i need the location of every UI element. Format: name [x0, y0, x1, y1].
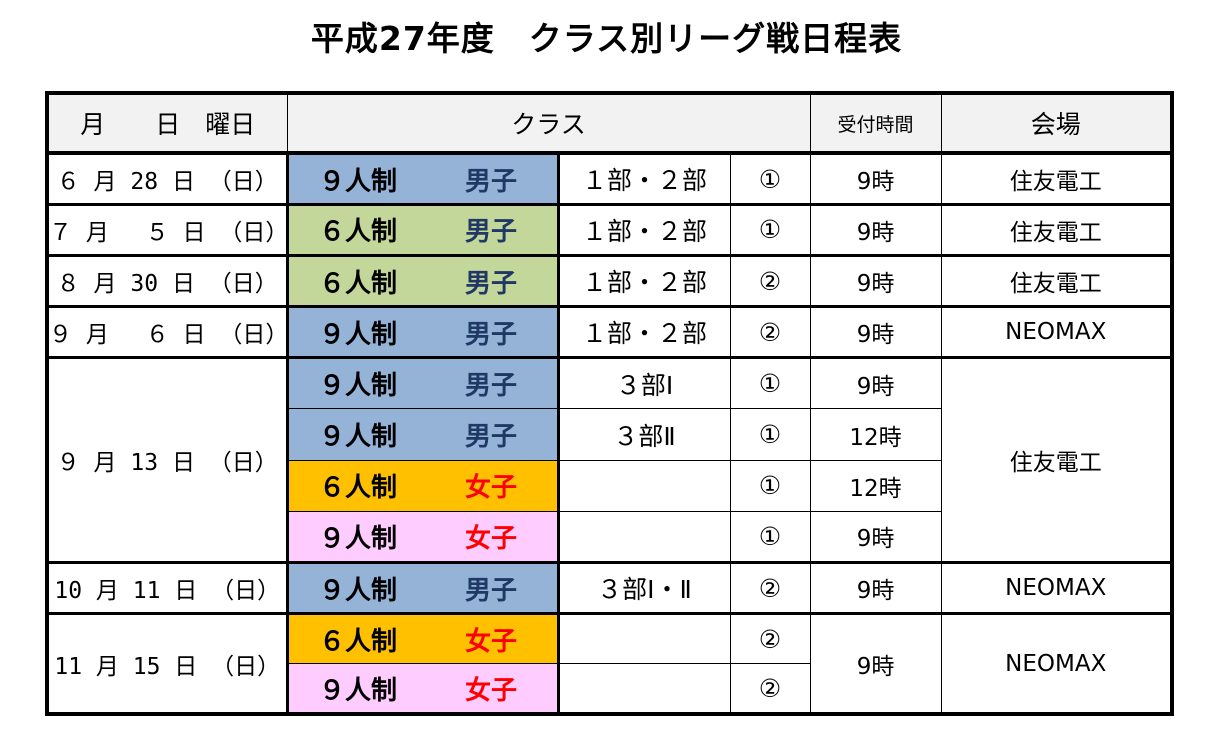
division-label [557, 510, 731, 563]
schedule-table: 月 日 曜日 クラス 受付時間 会場 ６ 月 28 日 （日） ９人制 男子 １部・２… [45, 91, 1175, 716]
format-label: ９人制 [286, 151, 427, 205]
division-label: １部・２部 [557, 253, 731, 308]
format-label: ６人制 [286, 253, 427, 308]
table-row: 10 月 11 日 （日） ９人制 男子 ３部Ⅰ・Ⅱ ② 9時 NEOMAX [46, 560, 1173, 615]
venue-name: 住友電工 [940, 253, 1173, 308]
venue-name: NEOMAX [940, 612, 1173, 715]
gender-label: 男子 [427, 356, 560, 410]
venue-name: 住友電工 [940, 202, 1173, 257]
format-label: ６人制 [286, 202, 427, 257]
venue-name: 住友電工 [940, 356, 1173, 563]
reception-time: 9時 [809, 612, 942, 715]
reception-time: 12時 [809, 459, 942, 512]
table-row: ８ 月 30 日 （日） ６人制 男子 １部・２部 ② 9時 住友電工 [46, 253, 1173, 308]
gender-label: 男子 [427, 202, 560, 257]
match-date: ７ 月 ５ 日 （日） [46, 202, 289, 257]
division-label: １部・２部 [557, 202, 731, 257]
table-row: ９人制 女子 ② [47, 663, 1172, 715]
reception-time: 9時 [809, 202, 942, 257]
round-marker: ① [729, 151, 811, 205]
round-marker: ① [729, 510, 811, 563]
gender-label: 男子 [427, 253, 560, 308]
reception-time: 12時 [809, 408, 942, 461]
reception-time: 9時 [809, 560, 942, 615]
round-marker: ② [729, 560, 811, 615]
division-label [557, 663, 731, 715]
round-marker: ① [729, 408, 811, 461]
match-date: ９ 月 13 日 （日） [46, 356, 289, 563]
division-label: １部・２部 [557, 305, 731, 359]
table-row: ９人制 男子 ３部Ⅱ ① 12時 [47, 408, 1172, 461]
class-header: クラス [286, 92, 811, 156]
table-row: 11 月 15 日 （日） ６人制 女子 ② 9時 NEOMAX [46, 612, 1173, 715]
date-header: 月 日 曜日 [46, 92, 288, 156]
division-label: ３部Ⅱ [557, 408, 731, 461]
division-label: １部・２部 [557, 151, 731, 205]
match-date: 10 月 11 日 （日） [46, 560, 289, 615]
gender-label: 男子 [427, 560, 560, 615]
venue-header: 会場 [940, 92, 1173, 156]
table-row: ９ 月 ６ 日 （日） ９人制 男子 １部・２部 ② 9時 NEOMAX [46, 305, 1173, 359]
gender-label: 女子 [427, 612, 560, 665]
gender-label: 女子 [427, 510, 560, 563]
reception-time: 9時 [809, 151, 942, 205]
round-marker: ① [729, 356, 811, 410]
round-marker: ① [729, 202, 811, 257]
division-label: ３部Ⅰ・Ⅱ [557, 560, 731, 615]
venue-name: NEOMAX [940, 305, 1173, 359]
format-label: ９人制 [286, 510, 427, 563]
round-marker: ① [729, 459, 811, 512]
division-label: ３部Ⅰ [557, 356, 731, 410]
gender-label: 女子 [427, 663, 560, 715]
format-label: ９人制 [286, 408, 427, 461]
format-label: ６人制 [286, 612, 427, 665]
gender-label: 男子 [427, 408, 560, 461]
gender-label: 男子 [427, 151, 560, 205]
venue-name: NEOMAX [940, 560, 1173, 615]
reception-time: 9時 [809, 253, 942, 308]
format-label: ９人制 [286, 305, 427, 359]
venue-name: 住友電工 [940, 151, 1173, 205]
round-marker: ② [729, 612, 811, 665]
match-date: ６ 月 28 日 （日） [46, 151, 289, 205]
round-marker: ② [729, 663, 811, 715]
match-date: ９ 月 ６ 日 （日） [46, 305, 289, 359]
table-row: ６人制 女子 ① 12時 [47, 459, 1172, 512]
round-marker: ② [729, 253, 811, 308]
reception-time: 9時 [809, 356, 942, 410]
header-row: 月 日 曜日 クラス 受付時間 会場 [46, 92, 1173, 156]
match-date: 11 月 15 日 （日） [46, 612, 289, 715]
table-row: ６ 月 28 日 （日） ９人制 男子 １部・２部 ① 9時 住友電工 [46, 151, 1173, 205]
page-title: 平成27年度 クラス別リーグ戦日程表 [310, 19, 903, 58]
format-label: ６人制 [286, 459, 427, 512]
format-label: ９人制 [286, 663, 427, 715]
reception-time-header: 受付時間 [809, 92, 942, 156]
table-row: ９ 月 13 日 （日） ９人制 男子 ３部Ⅰ ① 9時 住友電工 [46, 356, 1173, 563]
division-label [557, 612, 731, 665]
gender-label: 女子 [427, 459, 560, 512]
reception-time: 9時 [809, 510, 942, 563]
match-date: ８ 月 30 日 （日） [46, 253, 289, 308]
round-marker: ② [729, 305, 811, 359]
gender-label: 男子 [427, 305, 560, 359]
division-label [557, 459, 731, 512]
reception-time: 9時 [809, 305, 942, 359]
table-row: ９人制 女子 ① 9時 [47, 510, 1172, 563]
format-label: ９人制 [286, 560, 427, 615]
table-row: ７ 月 ５ 日 （日） ６人制 男子 １部・２部 ① 9時 住友電工 [46, 202, 1173, 257]
format-label: ９人制 [286, 356, 427, 410]
